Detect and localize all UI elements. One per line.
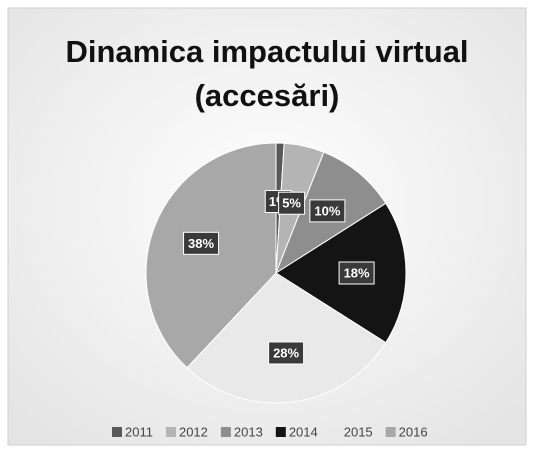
legend-label: 2012 xyxy=(179,424,208,439)
legend-swatch xyxy=(385,427,396,437)
legend-swatch xyxy=(112,427,122,437)
data-label-box xyxy=(278,191,306,215)
data-label: 10% xyxy=(314,203,340,218)
legend-label: 2016 xyxy=(399,424,428,439)
data-label-box xyxy=(309,199,346,223)
legend-swatch xyxy=(330,427,341,437)
legend-label: 2015 xyxy=(344,424,373,439)
legend-label: 2014 xyxy=(289,424,318,439)
data-label-box xyxy=(338,261,375,285)
pie-slice xyxy=(186,272,387,404)
pie-slice xyxy=(145,142,277,369)
chart-title: Dinamica impactului virtual (accesări) xyxy=(65,34,469,113)
data-label: 38% xyxy=(188,236,214,251)
legend-swatch xyxy=(220,427,231,437)
data-label-box xyxy=(183,231,220,255)
legend-swatch xyxy=(275,427,286,437)
data-label: 28% xyxy=(273,345,299,360)
data-label-box xyxy=(268,341,305,365)
legend-label: 2011 xyxy=(125,424,153,439)
legend-swatch xyxy=(165,427,176,437)
legend-label: 2013 xyxy=(234,424,263,439)
data-label: 5% xyxy=(282,196,301,211)
data-label: 18% xyxy=(344,265,370,280)
